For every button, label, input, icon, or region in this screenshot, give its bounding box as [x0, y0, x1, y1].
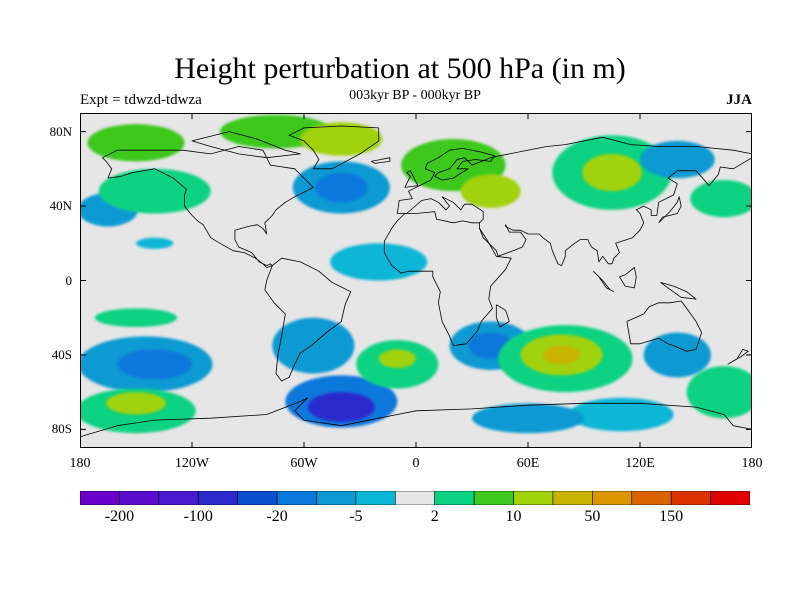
colorbar-label: -100 [183, 508, 213, 525]
coastline-4 [397, 196, 484, 224]
height-anomaly-region-32 [569, 397, 674, 432]
colorbar-label: -5 [349, 508, 363, 525]
coastline-6 [495, 304, 510, 328]
coastline-5 [383, 211, 512, 347]
colorbar-label: 150 [659, 508, 684, 525]
coastline-16 [727, 348, 749, 365]
lon-label: 0 [412, 456, 420, 471]
coastline-7 [479, 157, 752, 267]
colorbar-label: -20 [266, 508, 288, 525]
colorbar-box-2 [158, 491, 199, 505]
colorbar-box-8 [394, 491, 436, 505]
colorbar-box-6 [316, 491, 357, 505]
colorbar-box-5 [276, 491, 317, 505]
colorbar-box-0 [80, 491, 120, 505]
season-label: JJA [726, 92, 752, 108]
coastline-15 [371, 157, 391, 164]
coastline-13 [80, 397, 752, 438]
height-anomaly-region-6 [582, 153, 642, 192]
height-anomaly-region-0 [87, 124, 185, 162]
lat-label: 0 [65, 272, 73, 288]
height-anomaly-region-2 [300, 122, 383, 156]
height-anomaly-region-8 [315, 172, 368, 203]
height-anomaly-region-17 [94, 308, 178, 328]
height-anomaly-region-4 [460, 174, 521, 208]
plot-title: Height perturbation at 500 hPa (in m) [174, 52, 626, 85]
height-anomaly-region-18 [272, 317, 355, 374]
height-anomaly-region-12 [690, 180, 752, 218]
coastline-8 [626, 300, 702, 352]
map-plot [79, 113, 753, 448]
height-anomaly-region-28 [643, 332, 711, 378]
height-anomaly-region-31 [106, 392, 166, 415]
lat-label: 80S [51, 421, 72, 437]
colorbar-box-7 [355, 491, 396, 505]
colorbar-box-11 [513, 491, 554, 505]
height-anomaly-region-29 [686, 366, 752, 419]
coastline-layer [80, 125, 752, 438]
lon-label: 120W [174, 456, 210, 471]
colorbar-box-14 [631, 491, 672, 505]
lat-label: 40N [49, 198, 72, 214]
colorbar-label: 10 [505, 508, 522, 525]
lat-label: 80N [49, 123, 72, 139]
height-field-layer [80, 114, 752, 434]
height-anomaly-region-16 [117, 349, 192, 380]
colorbar-box-9 [434, 491, 475, 505]
colorbar-box-1 [119, 491, 160, 505]
colorbar-label: 2 [430, 508, 439, 525]
coastline-2 [288, 125, 380, 170]
coastline-1 [264, 257, 352, 382]
colorbar-box-13 [592, 491, 633, 505]
colorbar-box-4 [237, 491, 278, 505]
colorbar-box-3 [197, 491, 238, 505]
colorbar-box-10 [473, 491, 514, 505]
height-anomaly-region-13 [330, 243, 428, 281]
coastline-11 [619, 267, 637, 289]
map-panel [79, 113, 753, 448]
colorbar-label: 50 [584, 508, 601, 525]
colorbar-label: -200 [104, 508, 135, 525]
height-anomaly-region-9 [640, 140, 715, 179]
height-anomaly-region-14 [136, 237, 174, 249]
lon-label: 180 [69, 456, 91, 471]
colorbar-box-12 [552, 491, 593, 505]
colorbar [80, 491, 750, 505]
height-anomaly-region-20 [307, 392, 375, 422]
lon-label: 180 [741, 456, 763, 471]
colorbar-box-15 [670, 491, 711, 505]
lon-label: 60E [516, 456, 540, 471]
coastline-3 [396, 136, 752, 214]
colorbar-box-16 [710, 491, 750, 505]
experiment-label: Expt = tdwzd-tdwza [80, 92, 202, 108]
lon-label: 60W [290, 456, 318, 471]
coastline-14 [404, 170, 419, 188]
coastline-9 [658, 196, 682, 224]
coastline-10 [593, 270, 615, 293]
height-anomaly-region-33 [472, 403, 584, 434]
coastline-12 [660, 282, 697, 300]
coastline-17 [191, 131, 301, 159]
height-anomaly-region-22 [378, 349, 417, 368]
coastline-0 [102, 146, 314, 268]
height-anomaly-region-27 [542, 345, 581, 365]
lat-label: 40S [51, 346, 72, 362]
lon-label: 120E [625, 456, 655, 471]
height-anomaly-region-11 [98, 168, 211, 214]
period-label: 003kyr BP - 000kyr BP [349, 88, 481, 103]
